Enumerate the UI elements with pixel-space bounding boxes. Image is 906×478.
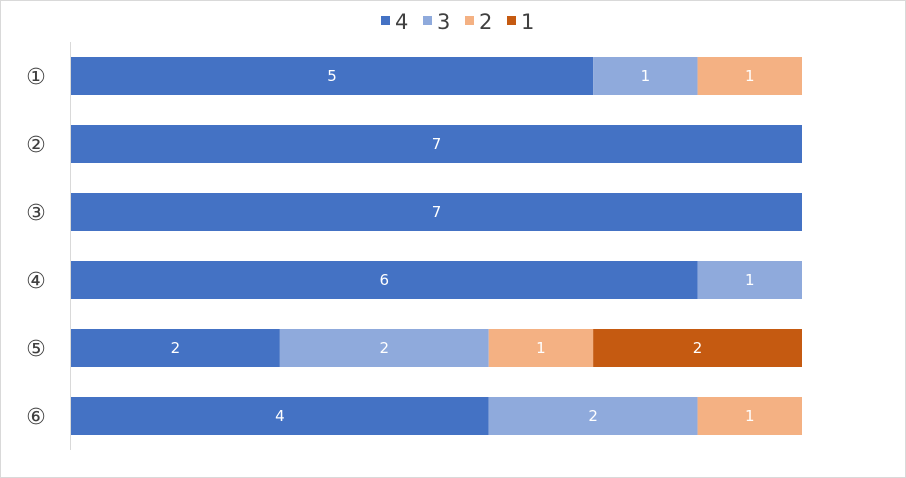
data-label-6-series-3: 2	[588, 407, 598, 425]
data-label-5-series-1: 2	[693, 339, 703, 357]
category-label-5: ⑤	[26, 337, 46, 362]
data-label-5-series-4: 2	[171, 339, 181, 357]
legend-label-4: 4	[395, 10, 408, 34]
legend-swatch-3	[423, 16, 432, 25]
data-labels: 5 1 1 7 7 6 1 2 2 1 2 4 2 1	[171, 67, 755, 425]
data-label-3-series-4: 7	[432, 203, 442, 221]
data-label-1-series-3: 1	[641, 67, 651, 85]
data-label-6-series-4: 4	[275, 407, 285, 425]
data-label-2-series-4: 7	[432, 135, 442, 153]
legend-swatch-2	[465, 16, 474, 25]
bars	[71, 57, 802, 435]
data-label-4-series-3: 1	[745, 271, 755, 289]
category-label-1: ①	[26, 65, 46, 90]
category-label-2: ②	[26, 133, 46, 158]
data-label-4-series-4: 6	[380, 271, 390, 289]
data-label-5-series-3: 2	[380, 339, 390, 357]
category-label-6: ⑥	[26, 405, 46, 430]
category-label-4: ④	[26, 269, 46, 294]
data-label-1-series-4: 5	[327, 67, 337, 85]
legend: 4 3 2 1	[381, 10, 534, 34]
data-label-5-series-2: 1	[536, 339, 546, 357]
data-label-1-series-2: 1	[745, 67, 755, 85]
legend-swatch-1	[507, 16, 516, 25]
legend-label-2: 2	[479, 10, 492, 34]
legend-label-1: 1	[521, 10, 534, 34]
category-label-3: ③	[26, 201, 46, 226]
legend-label-3: 3	[437, 10, 450, 34]
data-label-6-series-2: 1	[745, 407, 755, 425]
category-axis-labels: ① ② ③ ④ ⑤ ⑥	[26, 65, 46, 430]
legend-swatch-4	[381, 16, 390, 25]
